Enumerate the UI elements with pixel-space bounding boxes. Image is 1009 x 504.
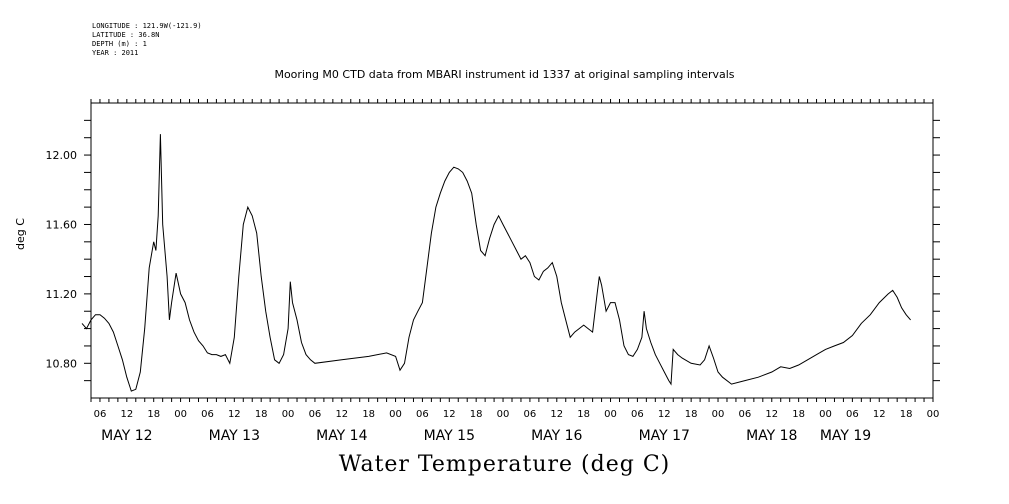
x-tick-label: 06 (416, 409, 429, 420)
x-tick-label: 00 (389, 409, 402, 420)
chart-title: Mooring M0 CTD data from MBARI instrumen… (274, 68, 735, 81)
x-tick-label: 06 (631, 409, 644, 420)
x-tick-label: 06 (846, 409, 859, 420)
x-day-label: MAY 15 (424, 428, 475, 444)
x-tick-label: 18 (470, 409, 483, 420)
x-tick-label: 18 (792, 409, 805, 420)
x-day-label: MAY 16 (531, 428, 582, 444)
x-tick-label: 06 (524, 409, 537, 420)
x-axis-title: Water Temperature (deg C) (338, 452, 671, 477)
x-tick-label: 06 (309, 409, 322, 420)
y-tick-label: 11.60 (46, 218, 78, 231)
latitude-text: LATITUDE : 36.8N (92, 31, 160, 39)
x-tick-label: 06 (201, 409, 214, 420)
x-tick-label: 18 (900, 409, 913, 420)
x-tick-label: 00 (927, 409, 940, 420)
temperature-line (81, 134, 911, 392)
x-tick-label: 12 (873, 409, 886, 420)
x-day-label: MAY 14 (316, 428, 367, 444)
x-tick-label: 12 (765, 409, 778, 420)
x-tick-label: 12 (335, 409, 348, 420)
x-tick-label: 00 (282, 409, 295, 420)
y-tick-label: 11.20 (46, 288, 78, 301)
x-tick-label: 00 (819, 409, 832, 420)
x-day-label: MAY 18 (746, 428, 797, 444)
x-tick-label: 00 (712, 409, 725, 420)
x-tick-label: 18 (255, 409, 268, 420)
x-tick-label: 00 (604, 409, 617, 420)
y-tick-label: 10.80 (46, 357, 78, 370)
x-tick-label: 12 (228, 409, 241, 420)
x-tick-label: 12 (120, 409, 133, 420)
metadata-block: LONGITUDE : 121.9W(-121.9) LATITUDE : 36… (92, 22, 202, 58)
x-tick-label: 00 (174, 409, 187, 420)
x-day-label: MAY 19 (820, 428, 871, 444)
x-tick-label: 18 (577, 409, 590, 420)
x-day-label: MAY 17 (639, 428, 690, 444)
y-tick-label: 12.00 (46, 149, 78, 162)
x-tick-label: 18 (362, 409, 375, 420)
x-tick-label: 00 (497, 409, 510, 420)
x-day-label: MAY 13 (209, 428, 260, 444)
x-tick-label: 18 (685, 409, 698, 420)
x-tick-label: 06 (94, 409, 107, 420)
longitude-text: LONGITUDE : 121.9W(-121.9) (92, 22, 202, 30)
x-tick-label: 06 (739, 409, 752, 420)
x-tick-label: 12 (443, 409, 456, 420)
year-text: YEAR : 2011 (92, 49, 139, 57)
x-tick-label: 12 (550, 409, 563, 420)
depth-text: DEPTH (m) : 1 (92, 40, 147, 48)
x-day-label: MAY 12 (101, 428, 152, 444)
x-tick-label: 18 (147, 409, 160, 420)
plot-frame (90, 102, 934, 399)
x-tick-label: 12 (658, 409, 671, 420)
